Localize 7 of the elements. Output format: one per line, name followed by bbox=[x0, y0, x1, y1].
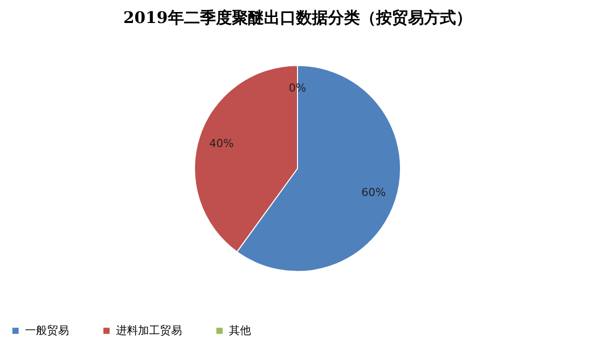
data-label: 40% bbox=[209, 136, 234, 150]
data-label: 60% bbox=[361, 186, 386, 200]
text: 0% bbox=[288, 82, 306, 94]
legend-label: 其他 bbox=[229, 324, 251, 337]
legend-label: 一般贸易 bbox=[25, 324, 69, 337]
legend-label: 进料加工贸易 bbox=[116, 324, 182, 337]
chart-title: 2019年二季度聚醚出口数据分类（按贸易方式） bbox=[123, 8, 472, 27]
